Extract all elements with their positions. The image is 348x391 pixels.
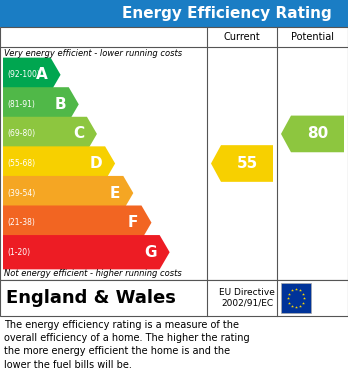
Bar [0, 27, 348, 280]
Text: (92-100): (92-100) [7, 70, 40, 79]
Text: 55: 55 [236, 156, 258, 171]
Text: Not energy efficient - higher running costs: Not energy efficient - higher running co… [4, 269, 182, 278]
Text: EU Directive
2002/91/EC: EU Directive 2002/91/EC [219, 288, 275, 308]
Polygon shape [3, 235, 169, 269]
Text: A: A [36, 67, 48, 82]
Text: B: B [54, 97, 66, 112]
Text: F: F [128, 215, 139, 230]
Text: Potential: Potential [291, 32, 334, 42]
Polygon shape [281, 116, 344, 152]
Bar [0, 280, 348, 316]
Bar [0, 0, 348, 27]
Text: (21-38): (21-38) [7, 218, 35, 227]
Text: (69-80): (69-80) [7, 129, 35, 138]
Text: G: G [144, 245, 157, 260]
Polygon shape [3, 57, 61, 92]
Text: (39-54): (39-54) [7, 188, 35, 197]
Text: (55-68): (55-68) [7, 159, 35, 168]
Text: The energy efficiency rating is a measure of the
overall efficiency of a home. T: The energy efficiency rating is a measur… [4, 320, 250, 369]
Text: Current: Current [224, 32, 260, 42]
Polygon shape [3, 117, 97, 151]
Text: Very energy efficient - lower running costs: Very energy efficient - lower running co… [4, 49, 182, 58]
Text: 80: 80 [307, 126, 328, 142]
Polygon shape [3, 206, 151, 240]
Bar [281, 283, 311, 313]
Text: Energy Efficiency Rating: Energy Efficiency Rating [122, 6, 332, 21]
Polygon shape [211, 145, 273, 182]
Text: D: D [89, 156, 102, 171]
Text: C: C [73, 126, 84, 142]
Polygon shape [3, 87, 79, 122]
Text: (81-91): (81-91) [7, 100, 35, 109]
Text: England & Wales: England & Wales [6, 289, 176, 307]
Text: (1-20): (1-20) [7, 248, 30, 257]
Polygon shape [3, 176, 133, 210]
Polygon shape [3, 146, 115, 181]
Text: E: E [110, 186, 120, 201]
